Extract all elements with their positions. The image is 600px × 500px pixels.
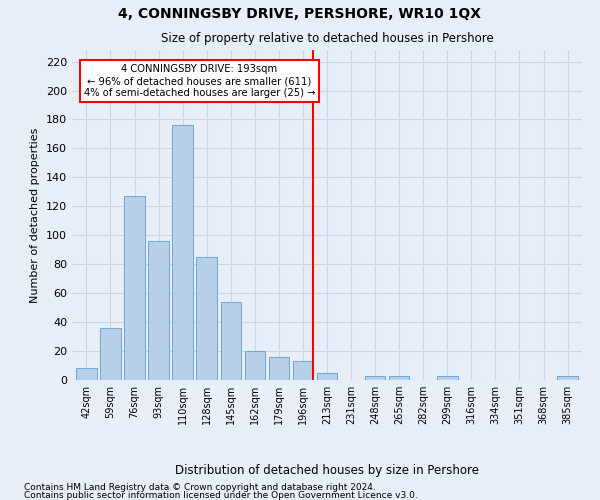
Bar xyxy=(245,351,265,380)
Bar xyxy=(269,357,289,380)
Bar xyxy=(293,361,313,380)
Y-axis label: Number of detached properties: Number of detached properties xyxy=(31,128,40,302)
Bar xyxy=(437,376,458,380)
Bar xyxy=(172,126,193,380)
Bar xyxy=(317,373,337,380)
Bar xyxy=(389,376,409,380)
Bar xyxy=(557,376,578,380)
Bar xyxy=(124,196,145,380)
Bar xyxy=(365,376,385,380)
Bar xyxy=(76,368,97,380)
Title: Size of property relative to detached houses in Pershore: Size of property relative to detached ho… xyxy=(161,32,493,44)
Bar xyxy=(100,328,121,380)
Text: 4 CONNINGSBY DRIVE: 193sqm
← 96% of detached houses are smaller (611)
4% of semi: 4 CONNINGSBY DRIVE: 193sqm ← 96% of deta… xyxy=(84,64,315,98)
Text: Contains public sector information licensed under the Open Government Licence v3: Contains public sector information licen… xyxy=(24,490,418,500)
Bar xyxy=(196,257,217,380)
Bar xyxy=(148,241,169,380)
Text: 4, CONNINGSBY DRIVE, PERSHORE, WR10 1QX: 4, CONNINGSBY DRIVE, PERSHORE, WR10 1QX xyxy=(119,8,482,22)
Text: Distribution of detached houses by size in Pershore: Distribution of detached houses by size … xyxy=(175,464,479,477)
Bar xyxy=(221,302,241,380)
Text: Contains HM Land Registry data © Crown copyright and database right 2024.: Contains HM Land Registry data © Crown c… xyxy=(24,484,376,492)
